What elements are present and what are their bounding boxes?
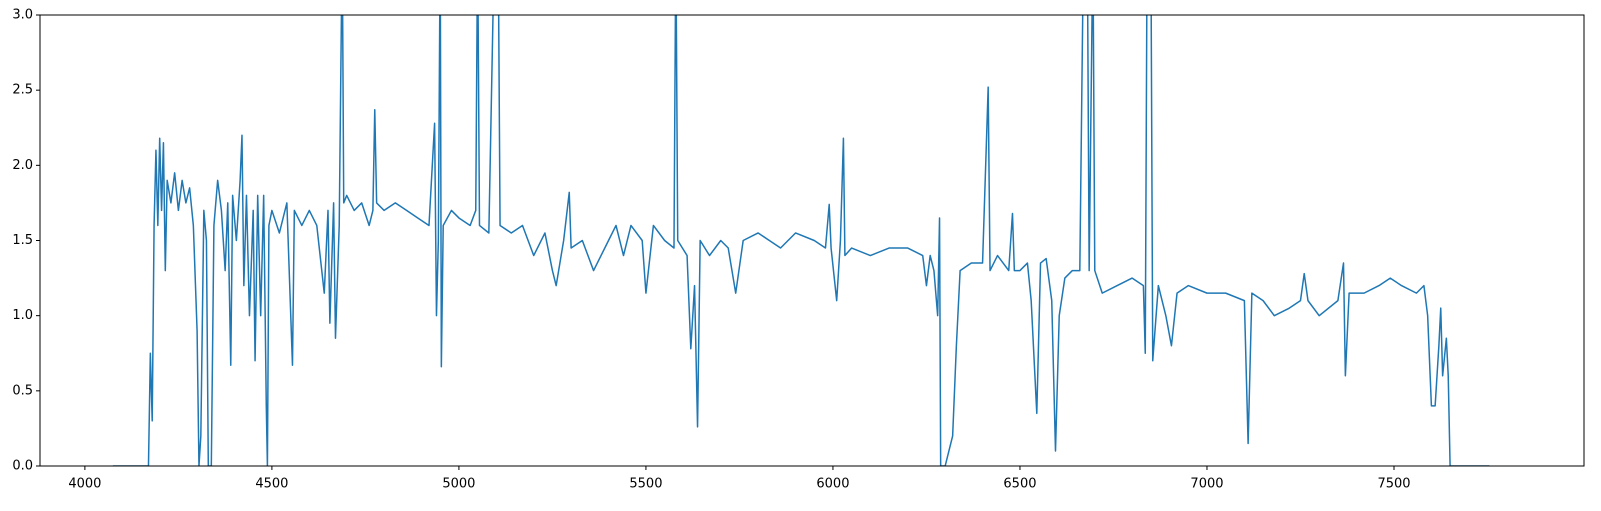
x-tick-label: 6500 [1003,477,1036,492]
x-tick-label: 7000 [1190,477,1223,492]
y-tick-label: 1.0 [12,308,33,323]
y-tick-label: 2.0 [12,158,33,173]
y-tick-label: 0.0 [12,459,33,474]
x-tick-label: 5000 [442,477,475,492]
axes-frame [39,14,1585,467]
x-tick-label: 5500 [629,477,662,492]
y-tick-label: 3.0 [12,8,33,23]
plot-area [112,15,1490,466]
x-tick-label: 6000 [816,477,849,492]
spectrum-line [112,15,1490,466]
y-tick-label: 0.5 [12,383,33,398]
x-tick-label: 4500 [255,477,288,492]
y-tick-label: 2.5 [12,83,33,98]
y-tick-label: 1.5 [12,233,33,248]
x-tick-label: 7500 [1377,477,1410,492]
x-tick-label: 4000 [68,477,101,492]
